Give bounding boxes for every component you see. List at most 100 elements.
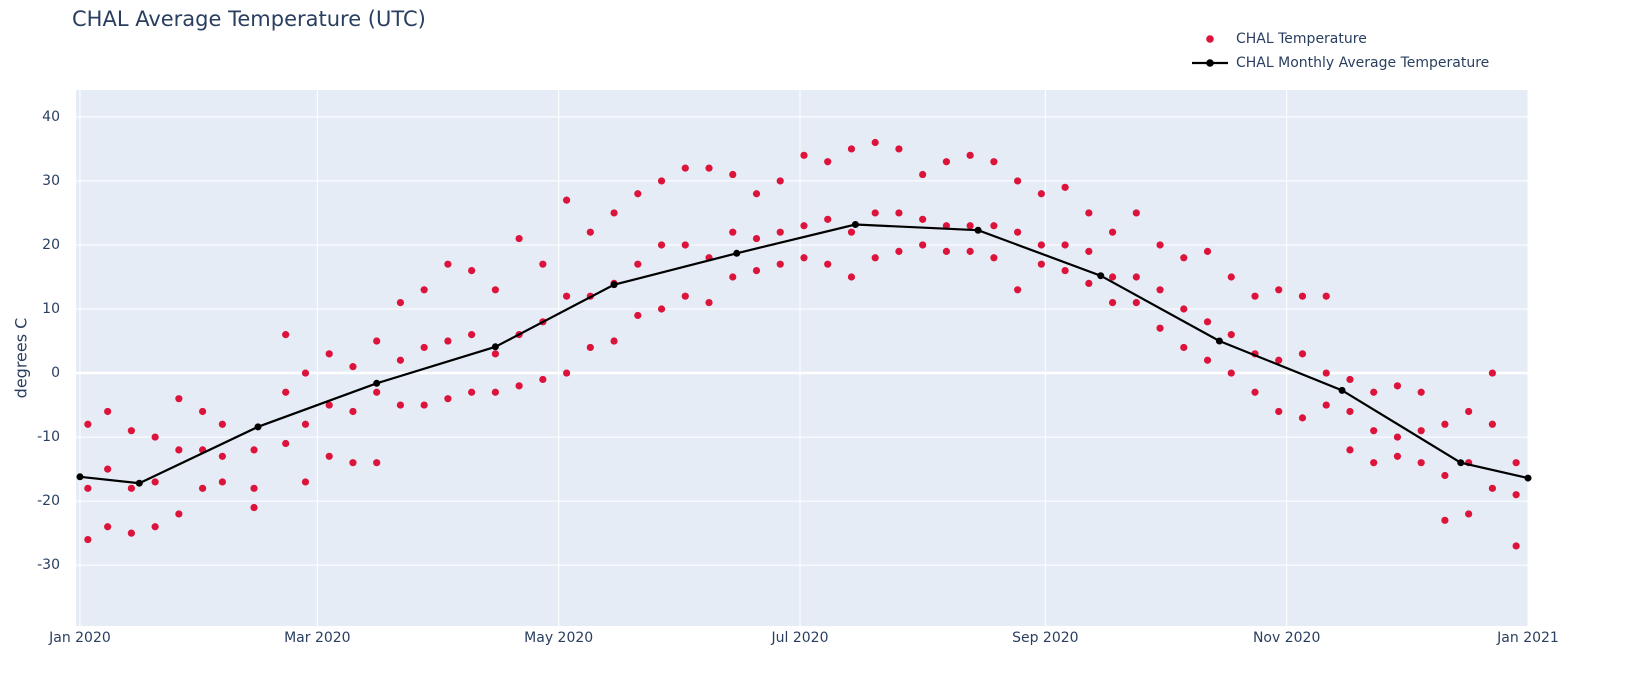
temperature-point — [1132, 299, 1140, 307]
temperature-point — [895, 247, 903, 255]
temperature-point — [1037, 260, 1045, 268]
temperature-point — [444, 260, 452, 268]
temperature-point — [895, 145, 903, 153]
temperature-point — [871, 209, 879, 217]
temperature-point — [752, 234, 761, 243]
temperature-point — [1370, 459, 1378, 467]
temperature-point — [800, 151, 808, 159]
temperature-point — [1417, 459, 1425, 467]
average-point — [851, 220, 859, 228]
temperature-point — [776, 228, 784, 236]
average-point — [373, 379, 381, 387]
temperature-point — [586, 228, 594, 236]
temperature-point — [752, 190, 761, 198]
temperature-point — [1370, 427, 1378, 435]
temperature-point — [1322, 369, 1330, 377]
temperature-point — [824, 215, 832, 223]
temperature-point — [1061, 241, 1069, 249]
temperature-point — [127, 427, 135, 435]
data-layer — [76, 138, 1532, 550]
average-point — [1457, 459, 1465, 467]
temperature-point — [250, 503, 258, 512]
plot-background — [76, 90, 1528, 626]
x-tick-label: Mar 2020 — [284, 630, 351, 646]
legend-marker — [1206, 59, 1214, 67]
temperature-point — [349, 459, 357, 467]
temperature-point — [515, 234, 523, 243]
temperature-point — [1298, 292, 1307, 300]
y-tick-label: 10 — [42, 301, 60, 317]
temperature-point — [919, 241, 927, 249]
temperature-point — [282, 388, 290, 396]
temperature-point — [1488, 420, 1496, 428]
y-tick-label: -10 — [37, 429, 60, 445]
temperature-point — [1393, 433, 1402, 441]
average-point — [1215, 337, 1223, 345]
x-tick-label: May 2020 — [524, 630, 593, 646]
temperature-point — [871, 138, 879, 147]
temperature-point — [325, 401, 333, 409]
y-tick-label: -20 — [37, 493, 60, 509]
temperature-point — [1393, 452, 1402, 460]
average-point — [491, 343, 499, 351]
temperature-point — [1061, 183, 1069, 191]
temperature-point — [729, 273, 737, 281]
temperature-point — [373, 388, 381, 396]
temperature-point — [1298, 414, 1307, 422]
temperature-point — [847, 273, 856, 281]
temperature-point — [104, 523, 112, 531]
temperature-point — [1441, 471, 1449, 480]
temperature-point — [1512, 491, 1520, 499]
average-point — [1338, 386, 1346, 394]
temperature-point — [396, 299, 405, 307]
temperature-point — [444, 337, 452, 345]
temperature-point — [1275, 356, 1283, 364]
y-tick-label: 20 — [42, 237, 60, 253]
temperature-point — [681, 292, 689, 300]
temperature-point — [966, 247, 974, 255]
temperature-point — [990, 222, 998, 230]
y-tick-label: -30 — [37, 557, 60, 573]
temperature-point — [919, 170, 927, 179]
temperature-point — [84, 484, 92, 492]
temperature-point — [218, 478, 226, 486]
temperature-point — [681, 241, 689, 249]
temperature-point — [468, 331, 476, 339]
temperature-point — [990, 254, 998, 262]
temperature-point — [373, 459, 381, 467]
temperature-point — [729, 228, 737, 236]
temperature-point — [282, 331, 290, 339]
temperature-point — [1488, 369, 1496, 377]
temperature-point — [1441, 420, 1449, 428]
temperature-point — [657, 241, 666, 249]
legend-label: CHAL Temperature — [1236, 31, 1367, 47]
temperature-point — [1203, 318, 1212, 326]
temperature-point — [681, 164, 689, 172]
temperature-point — [175, 510, 183, 518]
temperature-point — [966, 151, 974, 159]
temperature-point — [468, 388, 476, 396]
temperature-point — [491, 286, 499, 294]
temperature-point — [1180, 343, 1188, 352]
temperature-point — [847, 228, 856, 236]
temperature-point — [705, 299, 713, 307]
temperature-point — [1061, 266, 1069, 275]
temperature-point — [1014, 286, 1022, 294]
temperature-point — [1465, 510, 1473, 518]
temperature-point — [1322, 401, 1330, 409]
temperature-point — [776, 177, 784, 185]
temperature-point — [800, 222, 808, 230]
average-point — [1097, 272, 1105, 280]
x-tick-label: Nov 2020 — [1253, 630, 1320, 646]
temperature-point — [1346, 446, 1354, 454]
temperature-point — [1085, 279, 1093, 287]
temperature-point — [1346, 407, 1354, 416]
temperature-point — [1275, 286, 1283, 294]
average-point — [1524, 474, 1532, 482]
temperature-point — [1085, 209, 1093, 217]
temperature-point — [1037, 241, 1045, 249]
temperature-point — [325, 452, 333, 460]
temperature-point — [1488, 484, 1496, 492]
temperature-point — [515, 382, 523, 390]
